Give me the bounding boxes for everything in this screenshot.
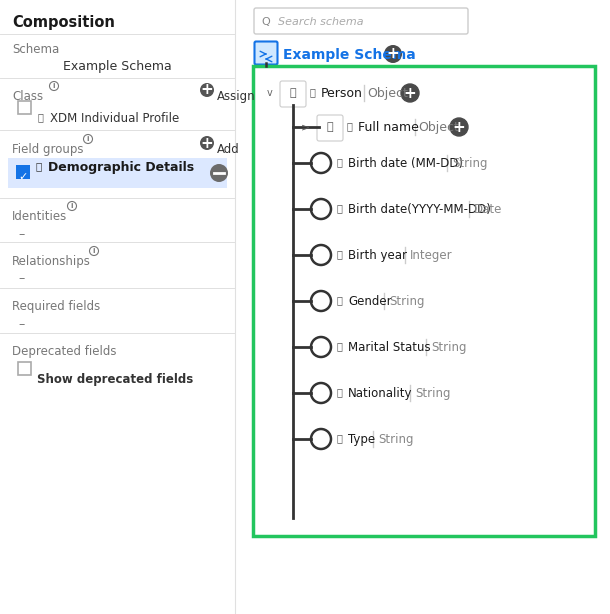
Text: +: + [201, 136, 213, 150]
Text: i: i [93, 248, 95, 254]
FancyBboxPatch shape [254, 8, 468, 34]
Text: Relationships: Relationships [12, 255, 91, 268]
Text: ⚿: ⚿ [337, 203, 343, 213]
FancyBboxPatch shape [254, 42, 278, 64]
Circle shape [311, 337, 331, 357]
Circle shape [450, 118, 468, 136]
Circle shape [311, 429, 331, 449]
Text: +: + [404, 85, 417, 101]
FancyBboxPatch shape [18, 101, 31, 114]
Text: ⚿: ⚿ [347, 121, 353, 131]
Text: Composition: Composition [12, 15, 115, 30]
Text: ⚿: ⚿ [337, 295, 343, 305]
Text: 🔗: 🔗 [327, 122, 333, 132]
Bar [16, 165, 30, 179]
Text: Field groups: Field groups [12, 143, 84, 156]
Text: +: + [387, 47, 400, 61]
Text: Class: Class [12, 90, 43, 103]
Circle shape [200, 83, 214, 97]
Text: –: – [18, 272, 24, 285]
FancyBboxPatch shape [18, 362, 31, 375]
Text: Search schema: Search schema [278, 17, 364, 27]
Text: Assign: Assign [217, 90, 256, 103]
Circle shape [311, 245, 331, 265]
Circle shape [200, 136, 214, 150]
Text: –: – [18, 228, 24, 241]
Text: ⚿: ⚿ [337, 387, 343, 397]
Circle shape [210, 164, 228, 182]
Text: Full name: Full name [358, 121, 419, 134]
Circle shape [384, 45, 402, 63]
Text: ⚿: ⚿ [310, 87, 316, 97]
Text: v: v [267, 88, 273, 98]
Text: Integer: Integer [410, 249, 453, 262]
Text: Birth date (MM-DD): Birth date (MM-DD) [348, 157, 463, 170]
Text: i: i [71, 203, 73, 209]
Text: 🔒: 🔒 [38, 112, 44, 122]
Text: Required fields: Required fields [12, 300, 100, 313]
FancyBboxPatch shape [280, 81, 306, 107]
Circle shape [311, 199, 331, 219]
Text: Example Schema: Example Schema [283, 48, 416, 62]
Circle shape [401, 84, 419, 102]
Text: i: i [52, 83, 56, 89]
Text: Example Schema: Example Schema [63, 60, 172, 73]
Text: Show deprecated fields: Show deprecated fields [37, 373, 193, 386]
Text: Schema: Schema [12, 43, 59, 56]
Text: ⚿: ⚿ [337, 433, 343, 443]
Text: ✓: ✓ [18, 172, 27, 182]
Text: 🔒: 🔒 [36, 161, 42, 171]
Text: –: – [18, 318, 24, 331]
Text: String: String [431, 341, 467, 354]
Circle shape [311, 291, 331, 311]
Text: Person: Person [321, 87, 363, 100]
Circle shape [311, 383, 331, 403]
Text: ⚿: ⚿ [337, 341, 343, 351]
Bar [253, 66, 595, 536]
Text: String: String [378, 433, 414, 446]
Text: XDM Individual Profile: XDM Individual Profile [50, 112, 179, 125]
Bar [8, 158, 227, 188]
Text: Birth year: Birth year [348, 249, 407, 262]
Text: +: + [453, 120, 465, 134]
FancyBboxPatch shape [317, 115, 343, 141]
Circle shape [311, 153, 331, 173]
Text: Nationality: Nationality [348, 387, 412, 400]
Text: String: String [415, 387, 451, 400]
Text: Identities: Identities [12, 210, 67, 223]
Text: Q: Q [262, 17, 270, 27]
Text: Demographic Details: Demographic Details [48, 161, 194, 174]
Text: ⚿: ⚿ [337, 157, 343, 167]
Text: ⚿: ⚿ [337, 249, 343, 259]
Text: String: String [453, 157, 488, 170]
Text: String: String [389, 295, 425, 308]
Text: Marital Status: Marital Status [348, 341, 431, 354]
Text: i: i [87, 136, 89, 142]
Text: Object: Object [367, 87, 408, 100]
Text: +: + [201, 82, 213, 98]
Bar [0, 0, 235, 614]
Text: >: > [301, 122, 310, 132]
Text: 🔗: 🔗 [290, 88, 296, 98]
Text: Birth date(YYYY-MM-DD): Birth date(YYYY-MM-DD) [348, 203, 491, 216]
Text: Object: Object [418, 121, 459, 134]
Text: Gender: Gender [348, 295, 392, 308]
Text: Date: Date [473, 203, 502, 216]
Text: Deprecated fields: Deprecated fields [12, 345, 117, 358]
Text: Type: Type [348, 433, 375, 446]
Text: Add: Add [217, 143, 240, 156]
